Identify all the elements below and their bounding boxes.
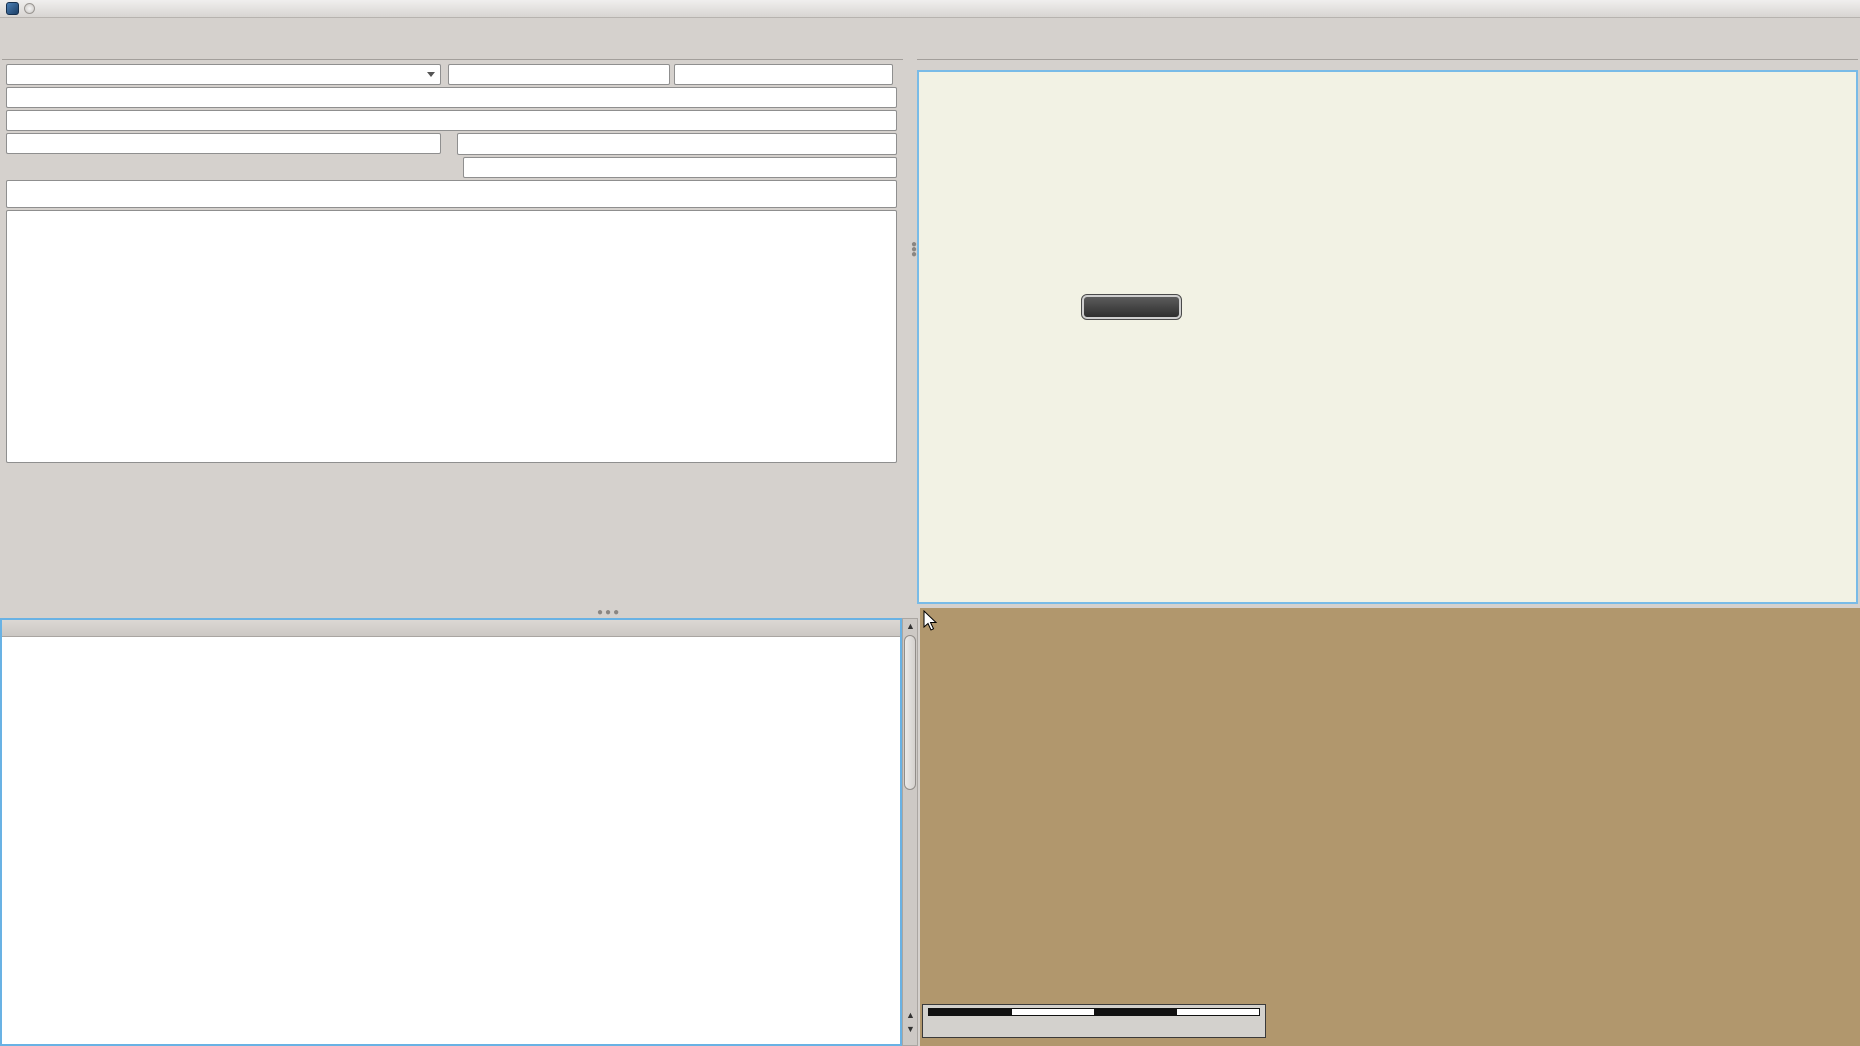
air-temp-input[interactable] (448, 64, 670, 85)
scroll-up2-icon[interactable]: ▲ (906, 1010, 915, 1020)
scale-segments (928, 1008, 1260, 1016)
left-tab-bar (2, 37, 903, 60)
location-input[interactable] (6, 87, 897, 108)
mouse-cursor (923, 610, 938, 631)
scroll-up-icon[interactable]: ▲ (906, 621, 915, 631)
horizontal-splitter[interactable]: ●●● (597, 607, 622, 618)
menu-bar (0, 18, 1860, 37)
dive-list-header[interactable] (2, 620, 900, 637)
coordinates-input[interactable] (6, 110, 897, 131)
scrollbar-thumb[interactable] (904, 635, 916, 790)
divemaster-input[interactable] (6, 133, 441, 154)
tags-input[interactable] (6, 180, 897, 208)
start-time-input[interactable] (6, 64, 441, 85)
information-button[interactable] (1081, 294, 1182, 320)
water-temp-input[interactable] (674, 64, 893, 85)
title-bar (0, 0, 1860, 18)
notes-textarea[interactable] (6, 210, 897, 463)
dive-list-scrollbar[interactable]: ▲ ▲ ▼ (902, 618, 918, 1046)
profile-tab-bar (917, 37, 1858, 60)
scroll-down-icon[interactable]: ▼ (906, 1024, 915, 1034)
buddy-input[interactable] (457, 133, 897, 155)
map-scale-bar (922, 1004, 1266, 1038)
document-icon (24, 3, 35, 14)
chevron-down-icon[interactable] (427, 72, 435, 77)
map-image (920, 608, 1860, 1046)
dive-site-map[interactable] (920, 608, 1860, 1046)
app-icon (6, 2, 19, 15)
dive-list[interactable] (0, 618, 902, 1046)
suit-input[interactable] (463, 157, 897, 178)
dive-notes-form (0, 60, 903, 616)
vertical-splitter[interactable]: ● ● ● (911, 239, 918, 260)
dive-profile-plot (919, 72, 1856, 602)
dive-profile-panel (917, 70, 1858, 604)
